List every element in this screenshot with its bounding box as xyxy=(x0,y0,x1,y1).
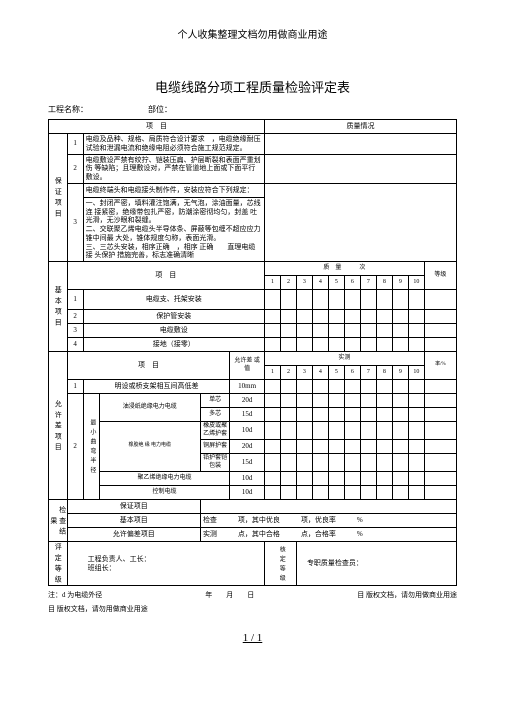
g-num-1: 1 xyxy=(67,134,83,155)
a-bend-label: 最 小 曲 弯 半 径 xyxy=(83,394,99,500)
basic-label: 基 本 项 目 xyxy=(49,262,68,352)
allow-label: 允 许 差 项 目 xyxy=(49,352,68,500)
g-row3-title: 电缆终端头和电缆接头制作件，安装应符合下列规定： xyxy=(83,183,264,197)
a-num-2: 2 xyxy=(67,394,83,500)
v-acheck: 实测 点，其中合格 点，合格率 % xyxy=(200,528,456,542)
sign-right: 专职质量检查员： xyxy=(296,542,456,586)
a-r5: 控制电缆 xyxy=(99,486,230,500)
g-num-2: 2 xyxy=(67,154,83,183)
an10: 10 xyxy=(408,366,424,380)
g3c: 三、三芯头安装，相序正确 ，相序 正确 直理电缆接 头保护 措施完善，标志准确清… xyxy=(86,243,262,261)
basic-measure-hdr: 质 量 次 xyxy=(264,262,424,276)
footnote-row2: 目 版权文档，请勿用做商业用途 xyxy=(48,604,457,614)
a-r3b: 铜屏护套 xyxy=(200,440,229,454)
v-bproj: 基本项目 xyxy=(67,514,200,528)
an2: 2 xyxy=(280,366,296,380)
v-gblank xyxy=(200,500,456,514)
hdr-quality: 质量情况 xyxy=(264,120,456,134)
an7: 7 xyxy=(360,366,376,380)
a-v4: 10d xyxy=(230,472,265,486)
sign-left: 工程负责人、工长： 班组长： xyxy=(67,542,264,586)
an3: 3 xyxy=(296,366,312,380)
hdr-item: 项 目 xyxy=(49,120,265,134)
v-gproj: 保证项目 xyxy=(67,500,200,514)
disclaimer-header: 个人收集整理文档勿用做商业用途 xyxy=(48,26,457,41)
g-row3-body: 一、封闭严密，填料灌注饱满，无气泡，涂油面量，芯线连 接紧密，绝缘带包扎严密，防… xyxy=(83,197,264,261)
a-v2b: 15d xyxy=(230,408,265,422)
unit-label: 部位： xyxy=(148,104,172,115)
a-v3a: 10d xyxy=(230,422,265,440)
basic-grade-hdr: 等级 xyxy=(424,262,456,290)
g-blank1 xyxy=(264,134,456,155)
an1: 1 xyxy=(264,366,280,380)
foot-copy2: 目 版权文档，请勿用做商业用途 xyxy=(48,604,148,614)
allow-dev-hdr: 允许差 或值 xyxy=(230,352,265,380)
g3b: 二、交联聚乙烯电缆头半导体条、屏蔽等包缠不超应应力 锥中间最 大处，锥体规度匀称… xyxy=(86,225,262,243)
b-num-4: 4 xyxy=(67,338,83,352)
basic-item-hdr: 项 目 xyxy=(67,262,264,290)
bn10: 10 xyxy=(408,276,424,290)
bn4: 4 xyxy=(312,276,328,290)
g-row2: 电缆敷设严禁有绞拧、铠装压扁、护层断裂和表面严重划伤 等缺陷；且理敷设对，严禁在… xyxy=(83,154,264,183)
v-bcheck: 检查 项，其中优良 项，优良率 % xyxy=(200,514,456,528)
bn8: 8 xyxy=(376,276,392,290)
an9: 9 xyxy=(392,366,408,380)
a-row1: 明设或桥支架相互间高低差 xyxy=(83,380,230,394)
a-v5: 10d xyxy=(230,486,265,500)
a-v3b: 20d xyxy=(230,440,265,454)
b-row4: 接地（接零） xyxy=(83,338,264,352)
a-v3c: 15d xyxy=(230,454,265,472)
g-num-3: 3 xyxy=(67,183,83,261)
foot-note: 注：d 为电缆外径 xyxy=(48,590,102,600)
doc-title: 电缆线路分项工程质量检验评定表 xyxy=(48,77,457,96)
an5: 5 xyxy=(328,366,344,380)
a-r3c: 铅护套铠包装 xyxy=(200,454,229,472)
b-num-2: 2 xyxy=(67,310,83,324)
guarantee-label: 保 证 项 目 xyxy=(49,134,68,262)
foot-copy: 目 版权文档，请勿用做商业用途 xyxy=(357,590,457,600)
b-num-3: 3 xyxy=(67,324,83,338)
a-v2a: 20d xyxy=(230,394,265,408)
main-table: 项 目 质量情况 保 证 项 目 1 电缆及品种、规格、局质符合设计要求 ，电缆… xyxy=(48,119,457,586)
g-blank2 xyxy=(264,154,456,183)
allow-actual-hdr: 实测 xyxy=(264,352,424,366)
bn9: 9 xyxy=(392,276,408,290)
bn5: 5 xyxy=(328,276,344,290)
b-row2: 保护管安装 xyxy=(83,310,264,324)
bn3: 3 xyxy=(296,276,312,290)
g-blank3 xyxy=(264,183,456,261)
b-row3: 电缆敷设 xyxy=(83,324,264,338)
a-val1: 10mm xyxy=(230,380,265,394)
sign-label: 评 定 等 级 xyxy=(49,542,68,586)
a-r3a: 橡皮或聚乙烯护套 xyxy=(200,422,229,440)
bn7: 7 xyxy=(360,276,376,290)
bn6: 6 xyxy=(344,276,360,290)
g-row1: 电缆及品种、规格、局质符合设计要求 ，电缆绝缘耐压试验和泄漏电流和绝缘电阻必须符… xyxy=(83,134,264,155)
a-r2a-s: 单芯 xyxy=(200,394,229,408)
project-name-label: 工程名称： xyxy=(48,104,88,115)
a-r2a: 油浸纸绝缘电力电缆 xyxy=(99,394,200,422)
a-r2b-s: 多芯 xyxy=(200,408,229,422)
bn2: 2 xyxy=(280,276,296,290)
allow-item-hdr: 项 目 xyxy=(67,352,230,380)
a-r4: 聚乙烯绝缘电力电缆 xyxy=(99,472,230,486)
an4: 4 xyxy=(312,366,328,380)
b-num-1: 1 xyxy=(67,290,83,310)
bn1: 1 xyxy=(264,276,280,290)
an6: 6 xyxy=(344,366,360,380)
meta-row: 工程名称： 部位： xyxy=(48,104,457,115)
page-number: 1 / 1 xyxy=(48,632,457,644)
b-row1: 电缆支、托架安装 xyxy=(83,290,264,310)
g3a: 一、封闭严密，填料灌注饱满，无气泡，涂油面量，芯线连 接紧密，绝缘带包扎严密，防… xyxy=(86,199,262,225)
a-r3l: 橡胶绝 缘 电力电缆 xyxy=(99,422,200,472)
v-aproj: 允许偏差项目 xyxy=(67,528,200,542)
an8: 8 xyxy=(376,366,392,380)
a-num-1: 1 xyxy=(67,380,83,394)
foot-date: 年 月 日 xyxy=(205,590,254,600)
verify-label: 检 查 结 果 xyxy=(49,500,68,542)
footnote-row: 注：d 为电缆外径 年 月 日 目 版权文档，请勿用做商业用途 xyxy=(48,590,457,600)
sign-mid-label: 核 定 等 级 xyxy=(264,542,296,586)
allow-rate-hdr: 率/% xyxy=(424,352,456,380)
